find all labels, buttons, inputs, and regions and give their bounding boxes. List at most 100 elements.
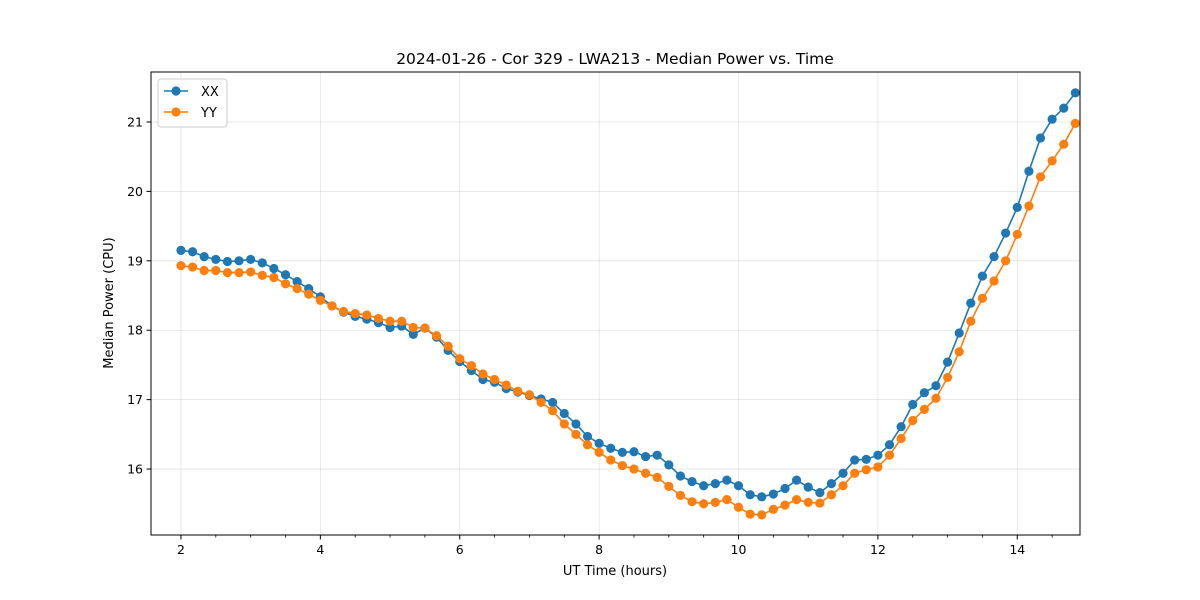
data-point-xx [234,256,244,266]
data-point-xx [1047,114,1057,124]
legend: XX YY [157,78,228,128]
data-point-yy [1024,201,1034,211]
data-point-xx [257,258,267,268]
data-point-yy [617,460,627,471]
data-point-yy [338,306,349,317]
data-point-yy [803,497,813,507]
data-point-xx [664,460,674,470]
data-point-yy [1035,172,1046,182]
data-point-xx [896,422,906,432]
data-point-xx [641,451,651,462]
data-point-xx [1059,103,1069,113]
data-point-xx [884,440,895,450]
data-point-yy [733,502,744,512]
data-point-yy [385,316,395,326]
data-point-yy [989,276,999,286]
data-point-xx [188,247,198,257]
data-point-yy [629,464,639,474]
data-point-yy [571,429,581,439]
data-point-xx [977,271,988,281]
data-point-yy [582,440,593,450]
data-point-xx [687,476,697,487]
legend-label-xx: XX [201,85,219,100]
data-point-xx [548,397,558,408]
data-point-xx [652,450,662,460]
data-point-yy [1047,156,1057,166]
data-point-yy [641,468,651,478]
data-point-yy [838,481,848,491]
data-point-xx [280,270,291,280]
data-point-xx [1035,133,1046,143]
x-tick-label: 2 [177,542,185,557]
y-tick-label: 21 [127,114,143,129]
y-axis-label: Median Power (CPU) [102,237,117,368]
data-point-yy [455,354,465,364]
data-point-yy [1012,229,1022,240]
data-point-xx [768,489,778,499]
data-point-yy [606,455,616,465]
data-point-yy [908,415,918,426]
data-point-yy [431,331,442,341]
data-point-yy [977,293,988,303]
data-point-yy [652,472,662,482]
data-point-xx [617,447,627,457]
data-point-xx [838,468,848,478]
data-point-yy [942,372,953,383]
data-point-yy [826,490,837,500]
data-point-yy [722,494,732,505]
plot-frame [150,71,1081,536]
data-point-yy [594,447,604,457]
data-point-yy [362,310,372,320]
data-point-yy [222,268,233,278]
data-point-xx [571,419,581,429]
data-point-xx [966,298,976,308]
x-axis-label: UT Time (hours) [563,564,667,579]
data-point-yy [373,313,384,324]
data-point-xx [222,256,233,267]
data-point-xx [908,399,918,410]
data-point-xx [873,450,883,460]
data-point-xx [199,252,209,262]
grid [151,72,1080,535]
data-point-yy [327,301,337,311]
data-point-yy [211,265,221,276]
data-point-yy [954,347,964,357]
data-point-yy [745,509,755,519]
data-point-xx [629,447,639,457]
data-point-yy [931,393,941,403]
chart-title: 2024-01-26 - Cor 329 - LWA213 - Median P… [396,50,834,68]
data-point-yy [304,289,314,299]
data-point-yy [489,374,500,385]
data-point-yy [791,494,802,505]
y-tick-label: 18 [127,323,143,338]
data-point-yy [699,499,709,509]
series-layer [176,88,1080,520]
data-point-yy [710,497,720,507]
data-point-xx [246,254,256,265]
data-point-yy [234,268,244,278]
data-point-yy [664,481,674,492]
data-point-xx [594,438,604,448]
data-point-xx [850,455,860,465]
data-point-yy [757,510,767,520]
data-point-yy [966,316,976,326]
data-point-xx [745,490,755,500]
data-point-yy [815,498,825,508]
data-point-xx [954,328,964,338]
data-point-xx [803,482,813,492]
x-tick-label: 10 [731,542,747,557]
data-point-yy [280,279,291,289]
series-yy [176,118,1080,520]
data-point-xx [269,263,279,274]
data-point-yy [466,361,476,371]
data-point-xx [1012,202,1022,212]
legend-marker-yy [171,107,181,117]
data-point-xx [710,479,720,489]
x-tick-label: 12 [870,542,886,557]
data-point-yy [675,490,686,501]
data-point-xx [1024,166,1034,176]
data-point-yy [1059,139,1069,149]
data-point-xx [733,481,744,491]
data-point-xx [1001,228,1011,238]
